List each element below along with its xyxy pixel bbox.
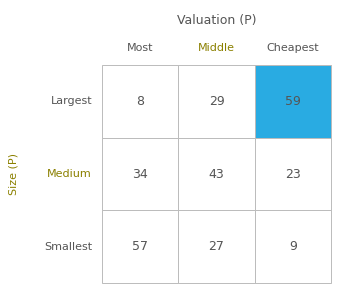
Text: Middle: Middle [198, 43, 235, 53]
Text: 29: 29 [209, 95, 224, 108]
Text: 23: 23 [285, 168, 300, 181]
Bar [178, 210, 255, 283]
Text: 9: 9 [289, 240, 297, 253]
Text: Cheapest: Cheapest [266, 43, 319, 53]
Bar [178, 138, 255, 210]
Text: Medium: Medium [47, 169, 92, 179]
Text: 27: 27 [209, 240, 224, 253]
Text: 8: 8 [136, 95, 144, 108]
Text: Most: Most [127, 43, 154, 53]
Bar [178, 65, 255, 138]
Text: 57: 57 [132, 240, 148, 253]
Text: Valuation (P): Valuation (P) [177, 14, 256, 27]
Text: 59: 59 [285, 95, 301, 108]
Text: Smallest: Smallest [44, 242, 92, 252]
Text: 43: 43 [209, 168, 224, 181]
Bar [255, 65, 331, 138]
Text: 34: 34 [133, 168, 148, 181]
Bar [102, 210, 178, 283]
Text: Largest: Largest [50, 96, 92, 106]
Bar [255, 210, 331, 283]
Text: Size (P): Size (P) [9, 153, 19, 195]
Bar [255, 138, 331, 210]
Bar [102, 65, 178, 138]
Bar [102, 138, 178, 210]
